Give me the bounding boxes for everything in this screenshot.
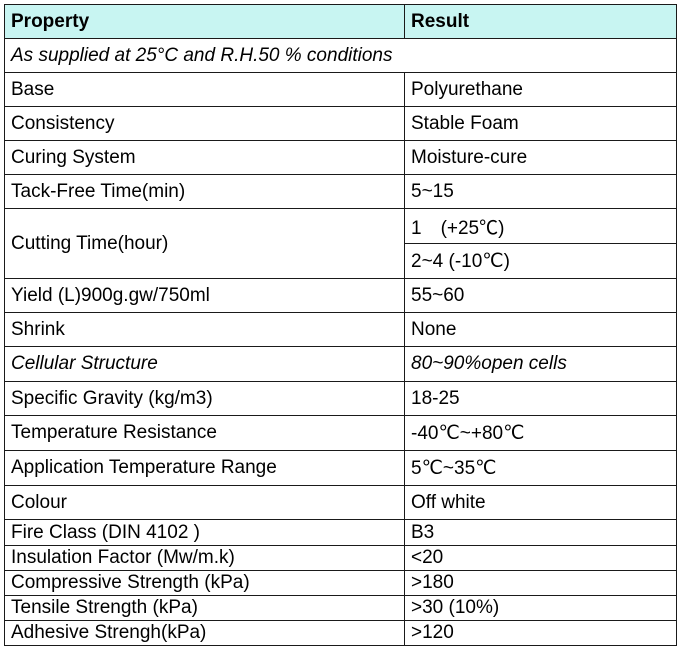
- result-cell: 1 (+25℃): [404, 208, 677, 244]
- table-row: Curing System Moisture-cure: [4, 140, 677, 175]
- result-cell: 18-25: [404, 381, 677, 416]
- table-row: Compressive Strength (kPa) >180: [4, 570, 677, 596]
- result-cell: >120: [404, 620, 677, 646]
- property-cell: Yield (L)900g.gw/750ml: [4, 278, 405, 313]
- result-cell: Off white: [404, 485, 677, 520]
- result-cell: Polyurethane: [404, 72, 677, 107]
- table-row: Consistency Stable Foam: [4, 106, 677, 141]
- result-cell: B3: [404, 519, 677, 546]
- property-cell: Compressive Strength (kPa): [4, 570, 405, 596]
- result-cell: 80~90%open cells: [404, 346, 677, 382]
- table-row: Base Polyurethane: [4, 72, 677, 107]
- result-cell: 5℃~35℃: [404, 450, 677, 486]
- property-cell: Cellular Structure: [4, 346, 405, 382]
- property-cell: Curing System: [4, 140, 405, 175]
- table-row: 2~4 (-10℃): [5, 243, 677, 279]
- result-cell: 2~4 (-10℃): [404, 243, 677, 279]
- table-header-row: Property Result: [4, 4, 677, 39]
- table-row: Specific Gravity (kg/m3) 18-25: [4, 381, 677, 416]
- result-cell: <20: [404, 545, 677, 571]
- property-cell: Tensile Strength (kPa): [4, 595, 405, 621]
- property-cell: Temperature Resistance: [4, 415, 405, 451]
- result-cell: -40℃~+80℃: [404, 415, 677, 451]
- header-property: Property: [4, 4, 405, 39]
- result-cell: >180: [404, 570, 677, 596]
- property-cell: Adhesive Strengh(kPa): [4, 620, 405, 646]
- result-cell: >30 (10%): [404, 595, 677, 621]
- header-result: Result: [404, 4, 677, 39]
- result-cell: Moisture-cure: [404, 140, 677, 175]
- table-row: Cutting Time(hour) 1 (+25℃): [4, 208, 677, 279]
- result-cell: 5~15: [404, 174, 677, 209]
- specification-table: Property Result As supplied at 25°C and …: [4, 4, 677, 646]
- conditions-row: As supplied at 25°C and R.H.50 % conditi…: [4, 38, 677, 73]
- result-cell: 55~60: [404, 278, 677, 313]
- table-row: Tensile Strength (kPa) >30 (10%): [4, 595, 677, 621]
- property-cell: Shrink: [4, 312, 405, 347]
- result-cell: Stable Foam: [404, 106, 677, 141]
- property-cell: Insulation Factor (Mw/m.k): [4, 545, 405, 571]
- property-cell: Fire Class (DIN 4102 ): [4, 519, 405, 546]
- table-row: Cellular Structure 80~90%open cells: [4, 346, 677, 382]
- property-cell: Base: [4, 72, 405, 107]
- property-cell: Tack-Free Time(min): [4, 174, 405, 209]
- table-row: Yield (L)900g.gw/750ml 55~60: [4, 278, 677, 313]
- table-row: Colour Off white: [4, 485, 677, 520]
- table-row: Fire Class (DIN 4102 ) B3: [4, 519, 677, 546]
- property-cell: Application Temperature Range: [4, 450, 405, 486]
- table-row: Insulation Factor (Mw/m.k) <20: [4, 545, 677, 571]
- property-cell: Specific Gravity (kg/m3): [4, 381, 405, 416]
- table-row: Shrink None: [4, 312, 677, 347]
- table-row: Adhesive Strengh(kPa) >120: [4, 620, 677, 646]
- property-cell: Consistency: [4, 106, 405, 141]
- table-row: Application Temperature Range 5℃~35℃: [4, 450, 677, 486]
- result-cell: None: [404, 312, 677, 347]
- table-row: Tack-Free Time(min) 5~15: [4, 174, 677, 209]
- conditions-note: As supplied at 25°C and R.H.50 % conditi…: [4, 38, 677, 73]
- property-cell: Colour: [4, 485, 405, 520]
- table-row: Temperature Resistance -40℃~+80℃: [4, 415, 677, 451]
- property-cell: Cutting Time(hour): [4, 208, 405, 279]
